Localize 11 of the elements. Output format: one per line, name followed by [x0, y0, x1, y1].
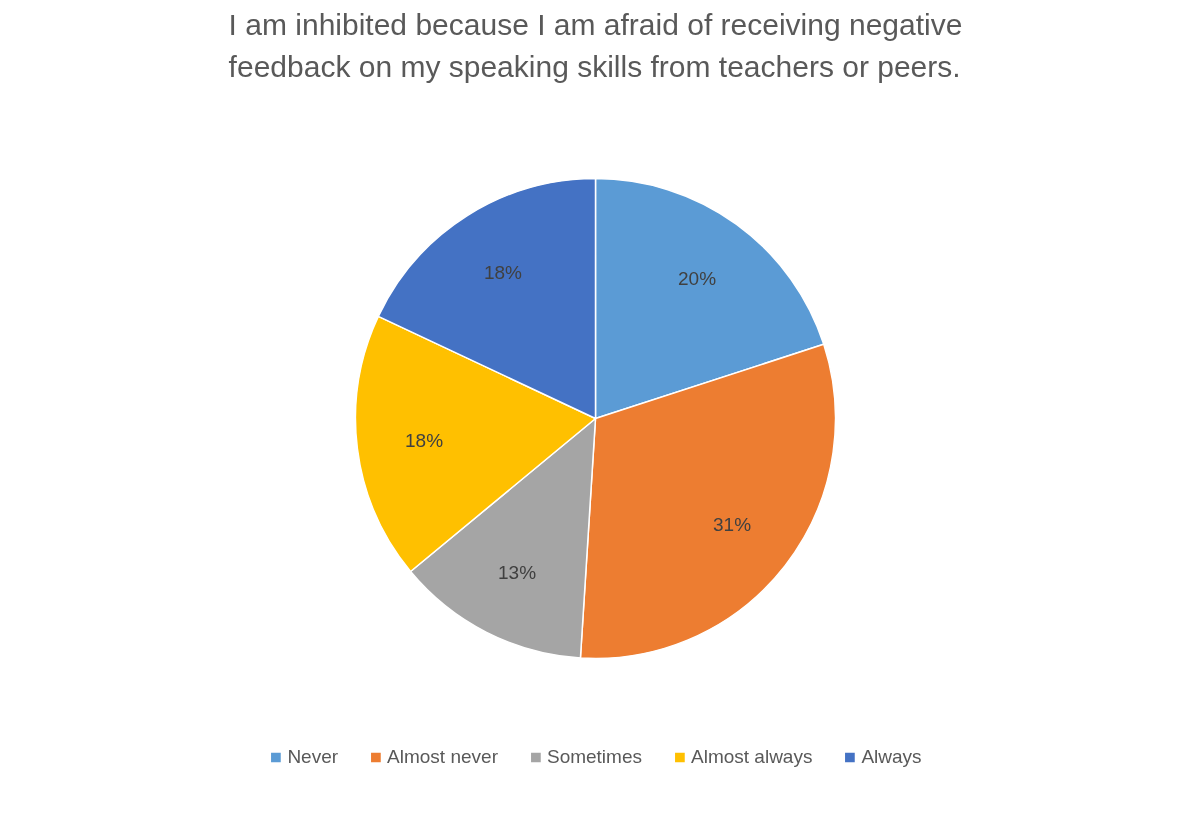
legend-label: Never: [287, 746, 339, 768]
data-label: 18%: [405, 429, 444, 451]
chart-title: I am inhibited because I am afraid of receiving negative feedback on my speaking skills from teachers or peers.: [228, 7, 963, 84]
data-label: 13%: [498, 561, 537, 583]
legend-label: Almost never: [387, 746, 498, 768]
data-label: 18%: [483, 262, 523, 284]
legend-label: Almost always: [690, 746, 813, 768]
legend-label: Always: [861, 746, 922, 768]
data-label: 20%: [678, 268, 717, 290]
legend-label: Sometimes: [546, 746, 642, 768]
data-label: 31%: [713, 513, 752, 535]
